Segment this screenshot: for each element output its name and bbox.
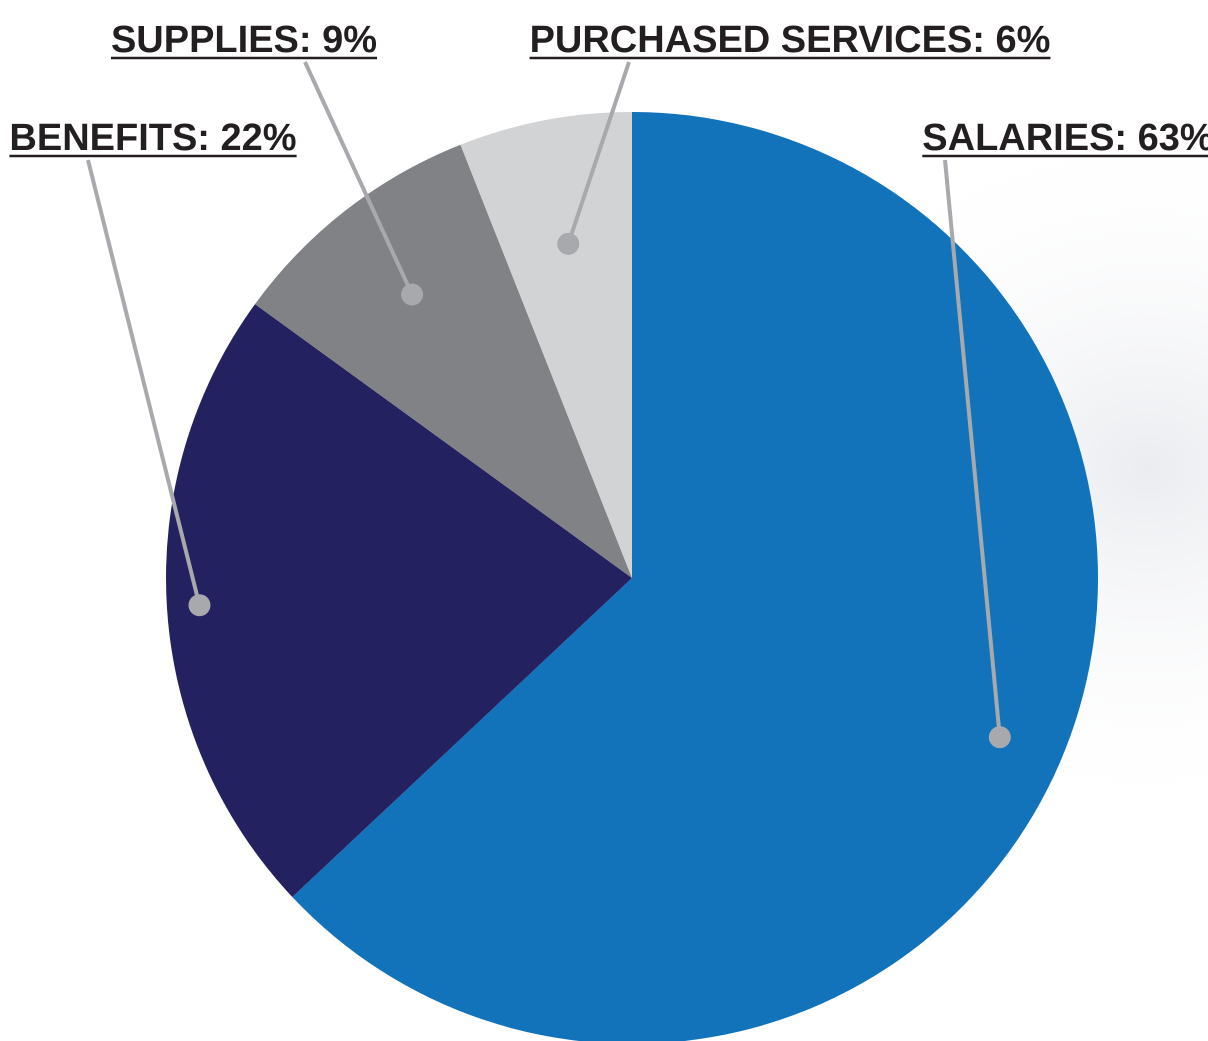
leader-line-supplies <box>303 61 414 296</box>
slice-label-salaries: SALARIES: 63% <box>922 117 1208 159</box>
slice-label-purchased-services: PURCHASED SERVICES: 6% <box>530 19 1051 61</box>
pie-slices <box>165 112 1098 1041</box>
leader-dot-benefits <box>188 594 211 617</box>
leader-dot-supplies <box>401 283 424 306</box>
leader-dot-salaries <box>988 726 1011 749</box>
pie-slice-benefits <box>165 304 632 898</box>
pie-slice-supplies <box>255 144 632 578</box>
leader-line-purchased-services <box>566 61 631 245</box>
leader-line-benefits <box>86 159 202 606</box>
slice-labels: SALARIES: 63% BENEFITS: 22% SUPPLIES: 9% PU… <box>9 19 1208 159</box>
slice-label-benefits: BENEFITS: 22% <box>9 117 296 159</box>
slice-label-supplies: SUPPLIES: 9% <box>111 19 377 61</box>
leader-line-salaries <box>943 159 1002 738</box>
leader-dot-purchased-services <box>557 232 580 255</box>
leader-lines <box>86 61 1011 749</box>
pie-slice-salaries <box>292 112 1098 1041</box>
pie-slice-purchased-services <box>460 112 632 578</box>
